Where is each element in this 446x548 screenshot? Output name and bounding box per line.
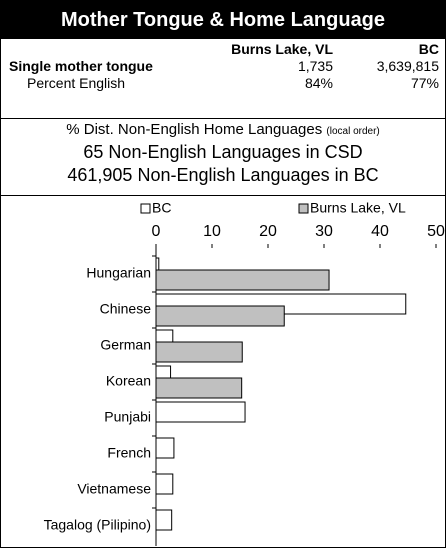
table-header: Burns Lake, VL BC bbox=[1, 41, 445, 58]
bar bbox=[155, 269, 330, 291]
y-tick-label: Vietnamese bbox=[77, 481, 151, 497]
y-tick-label: French bbox=[107, 445, 151, 461]
table-row: Single mother tongue 1,735 3,639,815 bbox=[1, 58, 445, 75]
cell: 3,639,815 bbox=[376, 58, 439, 74]
cell: 1,735 bbox=[297, 58, 333, 74]
summary-line: 461,905 Non-English Languages in BC bbox=[67, 165, 379, 185]
column-header: Burns Lake, VL bbox=[231, 41, 333, 57]
summary: % Dist. Non-English Home Languages (loca… bbox=[1, 118, 445, 196]
bar bbox=[155, 401, 246, 423]
x-tick-label: 40 bbox=[371, 223, 389, 240]
table: Burns Lake, VL BC Single mother tongue 1… bbox=[1, 41, 445, 92]
bar bbox=[155, 341, 243, 363]
heading: % Dist. Non-English Home Languages bbox=[66, 121, 323, 138]
legend-swatch bbox=[298, 203, 309, 214]
x-tick-label: 0 bbox=[152, 223, 161, 240]
heading-note: (local order) bbox=[326, 126, 380, 137]
bar bbox=[155, 377, 243, 399]
chart: BC Burns Lake, VL 0 10 20 30 40 50 Hungarian Chin… bbox=[44, 200, 445, 546]
column-header: BC bbox=[418, 41, 439, 57]
x-tick-label: 50 bbox=[427, 223, 445, 240]
row-label: Percent English bbox=[27, 75, 126, 91]
y-tick-label: German bbox=[100, 337, 151, 353]
y-tick-label: Hungarian bbox=[86, 265, 151, 281]
cell: 77% bbox=[410, 75, 439, 91]
y-tick-label: Punjabi bbox=[104, 409, 151, 425]
table-row: Percent English 84% 77% bbox=[1, 75, 445, 92]
legend-label: Burns Lake, VL bbox=[310, 200, 406, 216]
bar bbox=[155, 509, 173, 531]
title: Mother Tongue & Home Language bbox=[1, 1, 445, 39]
summary-line: 65 Non-English Languages in CSD bbox=[83, 142, 363, 162]
x-tick-label: 10 bbox=[203, 223, 221, 240]
bar bbox=[155, 437, 175, 459]
bar bbox=[155, 473, 174, 495]
y-tick-label: Korean bbox=[106, 373, 151, 389]
summary-heading: % Dist. Non-English Home Languages (loca… bbox=[1, 121, 445, 141]
y-tick-label: Chinese bbox=[100, 301, 152, 317]
legend-label: BC bbox=[152, 200, 171, 216]
bar bbox=[155, 305, 285, 327]
row-label: Single mother tongue bbox=[9, 58, 153, 74]
cell: 84% bbox=[304, 75, 333, 91]
x-tick-label: 20 bbox=[259, 223, 277, 240]
x-tick-label: 30 bbox=[315, 223, 333, 240]
legend-swatch bbox=[140, 203, 151, 214]
y-tick-label: Tagalog (Pilipino) bbox=[44, 517, 151, 533]
